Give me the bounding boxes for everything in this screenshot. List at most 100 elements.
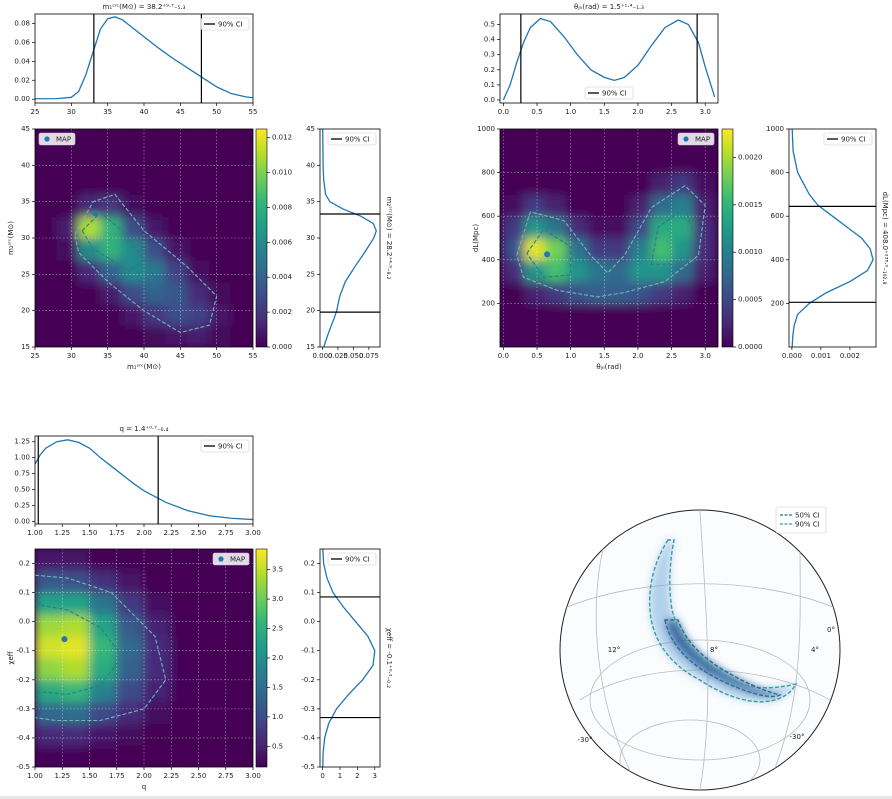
heatmap-cell: [99, 215, 123, 239]
legend-box: [200, 439, 250, 453]
legend-label: 90% CI: [345, 136, 370, 144]
heatmap-cell: [61, 592, 90, 615]
heatmap-cell: [187, 324, 210, 347]
heatmap-cell: [545, 302, 568, 326]
density-curve: [34, 439, 254, 521]
grid-line: [560, 583, 840, 611]
grid-line: [619, 719, 761, 790]
heatmap-cell: [35, 549, 63, 572]
y-tick-label: 200: [771, 299, 784, 307]
x-tick-label: 0.025: [328, 352, 348, 360]
y-tick-label: 0.06: [14, 38, 30, 46]
heatmap-cell: [121, 193, 145, 217]
heatmap-cell: [629, 129, 652, 152]
heatmap-cell: [116, 570, 145, 594]
heatmap-cell: [230, 324, 253, 347]
heatmap-cell: [165, 215, 189, 239]
legend-label: 90% CI: [602, 90, 627, 98]
legend-box: [212, 552, 250, 566]
y-tick-label: 600: [482, 212, 495, 220]
y-tick-label: -0.2: [16, 676, 30, 684]
y-tick-label: -0.5: [16, 763, 30, 771]
heatmap-cell: [587, 302, 610, 326]
heatmap-cell: [99, 302, 123, 326]
y-tick-label: 0.25: [14, 502, 30, 510]
heatmap-cells: [35, 549, 253, 767]
heatmap-cell: [121, 237, 145, 261]
density-region: [649, 540, 796, 702]
heatmap-cell: [502, 172, 525, 195]
colorbar-tick-label: 0.5: [272, 742, 283, 750]
heatmap-cell: [523, 215, 547, 239]
heatmap-cell: [170, 657, 199, 681]
heatmap-cell: [170, 722, 199, 746]
heatmap-cell: [208, 259, 232, 283]
y-tick-label: 35: [21, 198, 30, 206]
legend-box: [677, 132, 715, 146]
heatmap-cell: [225, 613, 253, 637]
x-tick-label: 3.0: [700, 108, 711, 116]
heatmap-cells: [502, 129, 716, 347]
y-tick-label: 20: [306, 307, 315, 315]
y-axis-label: χeff: [7, 651, 15, 664]
y-tick-label: -0.1: [16, 647, 30, 655]
heatmap-cell: [566, 215, 589, 239]
heatmap-cell: [78, 259, 101, 283]
heatmap-cell: [587, 281, 610, 304]
axes-frame: [499, 128, 719, 348]
x-tick-label: 2.5: [666, 352, 677, 360]
heatmap-cell: [78, 215, 101, 239]
heatmap-cell: [56, 172, 80, 195]
y-tick-label: -0.3: [301, 705, 315, 713]
y-tick-label: -0.4: [16, 734, 30, 742]
y-tick-label: 0.08: [14, 19, 30, 27]
colorbar-tick-label: 1.0: [272, 713, 283, 721]
y-tick-label: 0.1: [19, 589, 30, 597]
contour: [516, 185, 706, 298]
heatmap-cell: [608, 281, 631, 304]
heatmap-cell: [608, 259, 631, 283]
heatmap-cell: [523, 237, 547, 261]
x-tick-label: 0.0: [498, 352, 509, 360]
heatmap-cell: [671, 259, 695, 283]
map-point: [92, 210, 99, 217]
heatmap-cell: [650, 324, 673, 347]
heatmap-cell: [116, 549, 145, 572]
heatmap-cell: [198, 744, 227, 767]
colorbar-tick-label: 0.0015: [738, 201, 763, 209]
legend-label: 90% CI: [218, 21, 243, 29]
heatmap-cell: [116, 679, 145, 703]
heatmap-cell: [523, 259, 547, 283]
y-tick-label: 1000: [477, 125, 495, 133]
heatmap-cell: [587, 150, 610, 174]
heatmap-cell: [165, 193, 189, 217]
y-tick-label: 1.25: [14, 438, 30, 446]
heatmap-cell: [225, 592, 253, 615]
heatmap-cell: [99, 150, 123, 174]
marginal-title: q = 1.4⁺⁰·⁷₋₀.₄: [120, 425, 169, 433]
heatmap-cell: [230, 150, 253, 174]
heatmap-cell: [116, 592, 145, 615]
heatmap-cell: [650, 281, 673, 304]
x-tick-label: 1.75: [109, 772, 125, 780]
y-tick-label: 0.3: [484, 51, 495, 59]
x-tick-label: 25: [31, 108, 40, 116]
x-tick-label: 0.075: [359, 352, 379, 360]
heatmap-cell: [165, 281, 189, 304]
heatmap-cell: [99, 259, 123, 283]
heatmap-cell: [116, 657, 145, 681]
x-tick-label: 1.75: [109, 529, 125, 537]
heatmap-cell: [143, 722, 172, 746]
marginal-title: m₁ˢʳᶜ(M⊙) = 38.2⁺⁹·⁷₋₅.₃: [103, 3, 186, 11]
heatmap-cell: [170, 744, 199, 767]
heatmap-cell: [587, 193, 610, 217]
heatmap-cell: [502, 324, 525, 347]
heatmap-cell: [165, 259, 189, 283]
heatmap-cell: [89, 679, 118, 703]
density-curve: [34, 16, 254, 100]
y-tick-label: 40: [306, 161, 315, 169]
heatmap-cell: [61, 722, 90, 746]
heatmap-cell: [35, 570, 63, 594]
heatmap-cell: [608, 215, 631, 239]
heatmap-cell: [671, 215, 695, 239]
